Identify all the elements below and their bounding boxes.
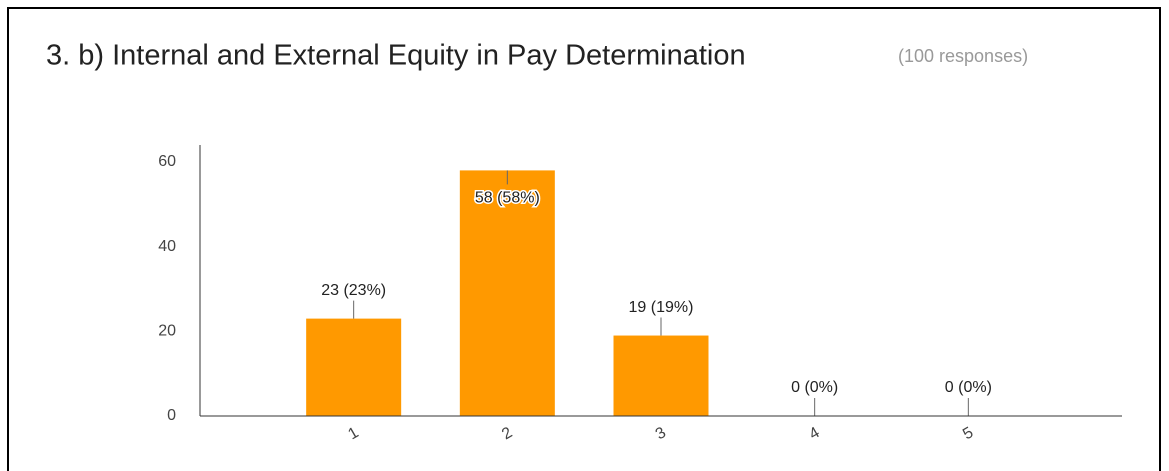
y-tick-label: 0 [167, 407, 176, 424]
chart-subtitle: (100 responses) [898, 46, 1028, 66]
frame [7, 7, 1161, 471]
y-tick-label: 60 [158, 153, 176, 170]
chart-title: 3. b) Internal and External Equity in Pa… [46, 40, 746, 72]
value-label: 0 (0%) [791, 379, 838, 396]
value-label: 19 (19%) [629, 299, 694, 316]
bar [306, 318, 402, 416]
bar [613, 335, 709, 416]
y-tick-label: 20 [158, 323, 176, 340]
bar [459, 170, 555, 416]
value-label: 58 (58%) [475, 190, 540, 207]
value-label: 23 (23%) [321, 282, 386, 299]
y-tick-label: 40 [158, 238, 176, 255]
value-label: 0 (0%) [945, 379, 992, 396]
